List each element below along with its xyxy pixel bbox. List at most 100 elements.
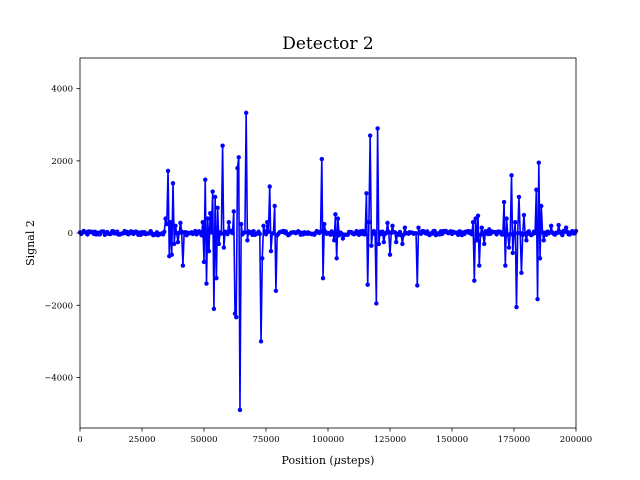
data-point xyxy=(204,281,209,286)
data-point xyxy=(456,232,461,238)
data-point xyxy=(541,238,546,243)
data-point xyxy=(199,232,204,238)
data-point xyxy=(501,199,507,205)
data-point xyxy=(258,339,264,344)
data-point xyxy=(516,194,522,200)
data-point xyxy=(205,216,210,221)
data-point xyxy=(216,241,222,247)
data-point xyxy=(319,156,324,162)
data-point xyxy=(500,232,506,237)
data-point xyxy=(503,263,508,268)
data-point xyxy=(242,230,248,235)
data-point xyxy=(226,220,231,225)
x-tick-label: 125000 xyxy=(374,435,406,445)
data-point xyxy=(271,231,276,236)
data-point xyxy=(236,155,241,160)
x-axis-label-mu: μ xyxy=(334,454,341,467)
data-point xyxy=(509,173,514,178)
data-point xyxy=(363,231,368,237)
data-point xyxy=(245,238,250,243)
x-tick-label: 50000 xyxy=(190,435,217,445)
data-point xyxy=(214,276,219,281)
data-point xyxy=(201,259,207,265)
data-point xyxy=(367,133,373,138)
data-point xyxy=(164,221,169,227)
data-point xyxy=(172,241,177,247)
data-point xyxy=(365,282,370,287)
data-point xyxy=(231,209,236,214)
data-point xyxy=(366,220,372,225)
data-point xyxy=(535,296,540,302)
x-tick-label: 100000 xyxy=(312,435,344,445)
x-tick-label: 150000 xyxy=(436,435,468,445)
data-point xyxy=(165,168,171,174)
data-point xyxy=(206,248,212,254)
data-point xyxy=(334,256,339,261)
data-point xyxy=(268,248,274,254)
y-tick-label: 4000 xyxy=(51,85,73,95)
data-point xyxy=(474,238,479,243)
y-axis: −4000 −2000 0 2000 4000 xyxy=(44,85,80,383)
data-point xyxy=(376,241,382,247)
data-point xyxy=(215,205,220,210)
data-point xyxy=(210,189,215,194)
x-tick-label: 0 xyxy=(77,435,82,445)
x-axis-label: Position (μsteps) xyxy=(282,454,375,467)
data-point xyxy=(333,212,338,217)
data-point xyxy=(237,407,243,413)
y-axis-label: Signal 2 xyxy=(24,220,37,266)
data-point xyxy=(239,221,244,227)
data-point xyxy=(537,256,543,261)
data-point xyxy=(266,229,271,234)
data-point xyxy=(272,203,277,209)
data-point xyxy=(472,278,477,283)
data-point xyxy=(169,252,174,257)
data-point xyxy=(175,239,181,245)
data-point xyxy=(510,250,515,256)
data-point xyxy=(475,213,481,218)
data-point xyxy=(234,314,239,320)
x-axis-label-suffix: steps) xyxy=(341,454,375,467)
data-point xyxy=(230,230,235,236)
data-point xyxy=(375,126,380,131)
data-point xyxy=(162,229,167,234)
data-point xyxy=(390,223,395,229)
data-point xyxy=(556,222,561,228)
x-tick-label: 25000 xyxy=(128,435,155,445)
data-point xyxy=(322,221,327,227)
data-point xyxy=(563,225,569,230)
data-point xyxy=(506,245,512,250)
x-tick-label: 200000 xyxy=(560,435,592,445)
data-point xyxy=(508,231,513,237)
data-point xyxy=(394,239,399,245)
data-point xyxy=(521,212,527,218)
data-point xyxy=(480,232,486,237)
data-point xyxy=(320,276,326,281)
data-point xyxy=(173,223,178,229)
y-tick-label: −2000 xyxy=(44,301,73,311)
data-point xyxy=(200,220,205,225)
x-tick-label: 175000 xyxy=(498,435,530,445)
data-point xyxy=(340,236,346,241)
data-point xyxy=(532,230,538,236)
data-point xyxy=(211,306,217,312)
data-point xyxy=(524,238,529,243)
data-point xyxy=(330,231,336,236)
data-point xyxy=(261,223,266,229)
data-point xyxy=(560,232,565,238)
data-point xyxy=(221,245,227,250)
data-point xyxy=(364,191,369,196)
data-point xyxy=(332,238,337,243)
data-point xyxy=(372,231,378,237)
data-point xyxy=(273,288,279,294)
data-point xyxy=(232,311,238,316)
data-point xyxy=(400,241,405,247)
data-point xyxy=(267,184,272,189)
data-point xyxy=(212,194,218,200)
y-tick-label: 0 xyxy=(68,229,73,239)
x-axis: 0 25000 50000 75000 100000 125000 150000 175000… xyxy=(77,428,592,445)
data-point xyxy=(374,301,379,306)
data-point xyxy=(504,216,509,221)
